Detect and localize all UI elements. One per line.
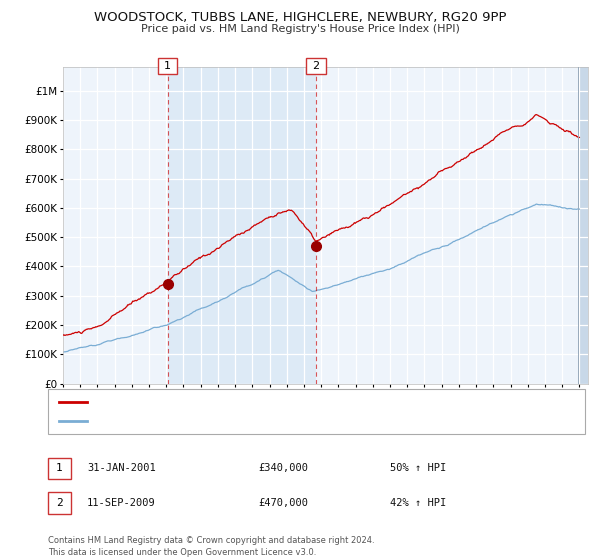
Text: 11-SEP-2009: 11-SEP-2009 — [87, 498, 156, 508]
Text: 31-JAN-2001: 31-JAN-2001 — [87, 463, 156, 473]
Text: 2: 2 — [56, 498, 63, 508]
Bar — [167, 67, 316, 384]
Text: HPI: Average price, detached house, Basingstoke and Deane: HPI: Average price, detached house, Basi… — [91, 417, 379, 426]
Bar — [578, 67, 588, 384]
Text: 42% ↑ HPI: 42% ↑ HPI — [390, 498, 446, 508]
Text: 1: 1 — [164, 61, 171, 71]
Text: Contains HM Land Registry data © Crown copyright and database right 2024.
This d: Contains HM Land Registry data © Crown c… — [48, 536, 374, 557]
Text: 1: 1 — [56, 463, 63, 473]
Text: WOODSTOCK, TUBBS LANE, HIGHCLERE, NEWBURY, RG20 9PP (detached house): WOODSTOCK, TUBBS LANE, HIGHCLERE, NEWBUR… — [91, 397, 472, 406]
Text: £340,000: £340,000 — [258, 463, 308, 473]
Text: 2: 2 — [313, 61, 320, 71]
Text: Price paid vs. HM Land Registry's House Price Index (HPI): Price paid vs. HM Land Registry's House … — [140, 24, 460, 34]
Text: 50% ↑ HPI: 50% ↑ HPI — [390, 463, 446, 473]
Text: WOODSTOCK, TUBBS LANE, HIGHCLERE, NEWBURY, RG20 9PP: WOODSTOCK, TUBBS LANE, HIGHCLERE, NEWBUR… — [94, 11, 506, 24]
Text: £470,000: £470,000 — [258, 498, 308, 508]
